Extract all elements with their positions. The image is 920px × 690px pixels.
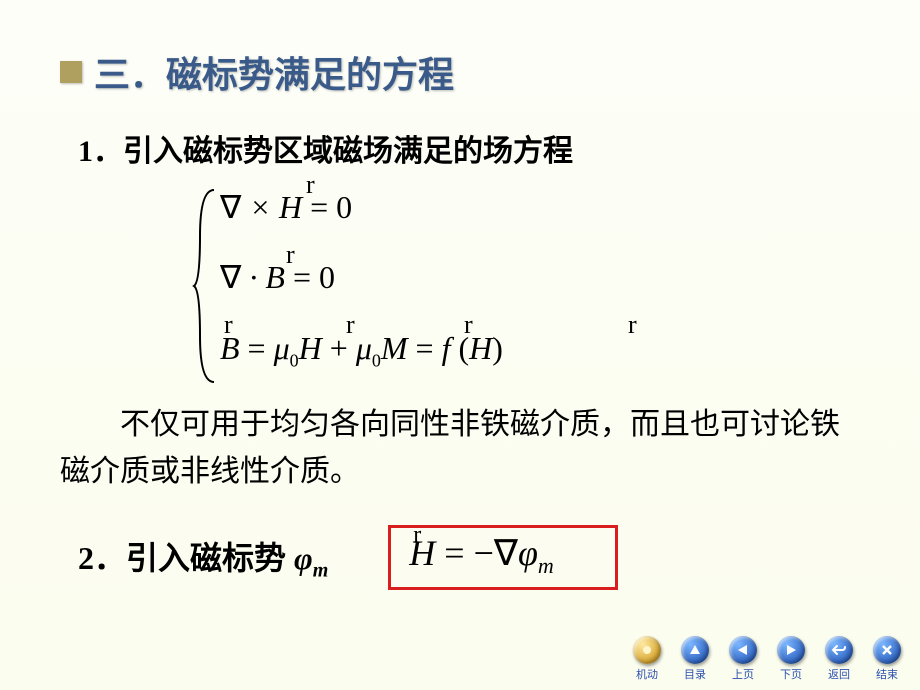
vector-mark: r <box>628 310 637 340</box>
nav-label: 返回 <box>828 666 850 682</box>
section-2-heading: 2．引入磁标势 φm <box>78 533 328 582</box>
nav-label: 目录 <box>684 666 706 682</box>
vector-mark: r <box>413 522 421 549</box>
nav-label: 机动 <box>636 666 658 682</box>
nav-label: 结束 <box>876 666 898 682</box>
nav-label: 上页 <box>732 666 754 682</box>
eq-div-b: ∇ · B = 0 <box>220 258 335 296</box>
nav-item-back: 返回 <box>818 636 860 682</box>
boxed-equation: r H = −∇φm <box>388 525 618 590</box>
body-paragraph: 不仅可用于均匀各向同性非铁磁介质，而且也可讨论铁磁介质或非线性介质。 <box>60 402 860 495</box>
nav-item-prev: 上页 <box>722 636 764 682</box>
nav-label: 下页 <box>780 666 802 682</box>
prev-button[interactable] <box>729 636 757 664</box>
slide: 三．磁标势满足的方程 1．引入磁标势区域磁场满足的场方程 r ∇ × H = 0… <box>0 0 920 590</box>
animate-button[interactable] <box>633 636 661 664</box>
eq-curl-h: ∇ × H = 0 <box>220 188 352 226</box>
next-button[interactable] <box>777 636 805 664</box>
nav-item-next: 下页 <box>770 636 812 682</box>
section-1-heading: 1．引入磁标势区域磁场满足的场方程 <box>78 126 860 170</box>
section-2-row: 2．引入磁标势 φm r H = −∇φm <box>60 525 860 590</box>
title-row: 三．磁标势满足的方程 <box>60 46 860 98</box>
slide-title: 三．磁标势满足的方程 <box>94 46 454 98</box>
nav-bar: 机动 目录 上页 下页 返回 结束 <box>626 636 908 682</box>
eq-constitutive: B = μ0H + μ0M = f (H) <box>220 330 503 371</box>
equation-system: r ∇ × H = 0 r ∇ · B = 0 r r r r B = μ0H … <box>220 178 860 388</box>
toc-button[interactable] <box>681 636 709 664</box>
nav-item-end: 结束 <box>866 636 908 682</box>
end-button[interactable] <box>873 636 901 664</box>
nav-item-animate: 机动 <box>626 636 668 682</box>
nav-item-toc: 目录 <box>674 636 716 682</box>
left-brace-icon <box>192 186 222 386</box>
back-button[interactable] <box>825 636 853 664</box>
bullet-icon <box>60 61 82 83</box>
